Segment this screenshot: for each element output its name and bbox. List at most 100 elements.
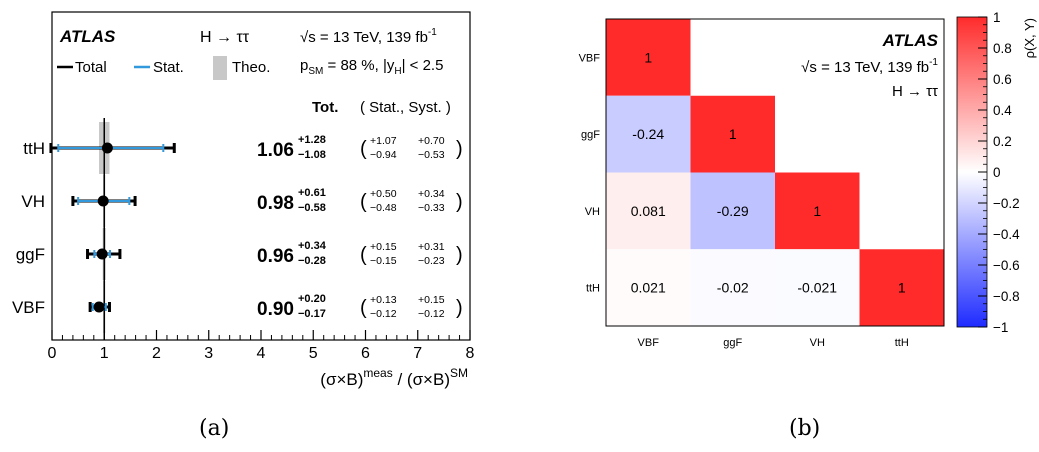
- tot-down-label: −0.28: [298, 255, 326, 267]
- chart-a: ATLAS H → ττ √s = 13 TeV, 139 fb-1 pSM =…: [12, 11, 475, 389]
- cell-value-label: 1: [898, 280, 906, 296]
- heatmap-cell: [606, 19, 691, 96]
- frame-b: [605, 18, 945, 327]
- heatmap-cell: [606, 95, 691, 173]
- legend-theo-box: [213, 56, 227, 80]
- value-label: 0.98: [257, 193, 294, 214]
- caption-a: (a): [199, 416, 230, 441]
- psm-label: pSM = 88 %, |yH| < 2.5: [300, 57, 443, 77]
- central-value-point: [101, 142, 113, 154]
- colorbar-tick-label: 0.6: [993, 72, 1012, 87]
- x-tick-label: 1: [100, 345, 109, 362]
- energy-label-a: √s = 13 TeV, 139 fb-1: [300, 27, 437, 46]
- stat-down-label: −0.12: [370, 308, 397, 320]
- header-tot: Tot.: [312, 99, 338, 116]
- x-tick-label: 7: [413, 345, 422, 362]
- stat-down-label: −0.15: [370, 255, 397, 267]
- colorbar-tick-label: 0: [993, 165, 1001, 180]
- value-label: 0.96: [257, 246, 294, 267]
- heatmap-cell: [690, 172, 775, 250]
- category-label: VBF: [12, 298, 45, 317]
- paren-close: ): [456, 297, 463, 319]
- cell-value-label: -0.02: [717, 280, 749, 296]
- central-value-point: [97, 195, 109, 207]
- cell-value-label: 1: [729, 126, 737, 142]
- x-axis-title-a: (σ×B)meas / (σ×B)SM: [320, 366, 468, 389]
- x-tick-label: 6: [361, 345, 370, 362]
- heatmap-cell: [859, 249, 944, 326]
- cell-value-label: 0.081: [631, 203, 666, 219]
- x-tick-label: 2: [152, 345, 161, 362]
- colorbar-tick-label: 1: [993, 10, 1001, 25]
- colorbar-tick-label: −0.8: [993, 289, 1020, 304]
- header-stat-syst: ( Stat., Syst. ): [360, 99, 451, 116]
- x-tick-label: 4: [257, 345, 266, 362]
- stat-up-label: +0.50: [370, 188, 397, 200]
- x-tick-label: 0: [48, 345, 57, 362]
- x-tick-label: 3: [204, 345, 213, 362]
- y-axis-label: ggF: [581, 129, 600, 141]
- tot-down-label: −1.08: [298, 149, 326, 161]
- tot-up-label: +0.61: [298, 187, 326, 199]
- chart-b: 1 -0.24 1 0.081 -0.29 1 0.021 -0.02 -0.021 1 VBF V…: [579, 10, 1037, 349]
- x-axis-label: ggF: [723, 337, 742, 349]
- category-label: ggF: [16, 245, 45, 264]
- atlas-label-b: ATLAS: [882, 31, 939, 50]
- central-value-point: [93, 301, 105, 313]
- caption-b: (b): [789, 416, 821, 441]
- energy-label-b: √s = 13 TeV, 139 fb-1: [801, 57, 938, 76]
- legend-stat-label: Stat.: [153, 59, 184, 76]
- legend-total-label: Total: [75, 59, 107, 76]
- paren-close: ): [456, 138, 463, 160]
- heatmap-cell: [606, 172, 691, 250]
- stat-down-label: −0.94: [370, 149, 397, 161]
- syst-up-label: +0.15: [418, 294, 445, 306]
- syst-up-label: +0.34: [418, 188, 445, 200]
- x-tick-label: 5: [309, 345, 318, 362]
- value-label: 0.90: [257, 299, 294, 320]
- legend-a: Total Stat. Theo.: [57, 56, 270, 80]
- colorbar-tick-label: 0.2: [993, 134, 1012, 149]
- heatmap-cell: [775, 172, 860, 250]
- stat-down-label: −0.48: [370, 202, 397, 214]
- stat-up-label: +0.15: [370, 241, 397, 253]
- x-axis-label: VH: [810, 337, 825, 349]
- cell-value-label: -0.021: [797, 280, 837, 296]
- syst-down-label: −0.12: [418, 308, 445, 320]
- colorbar-tick-label: −1: [993, 320, 1008, 335]
- process-label-b: H → ττ: [892, 83, 938, 100]
- colorbar-tick-label: −0.4: [993, 227, 1020, 242]
- cell-value-label: 1: [813, 203, 821, 219]
- heatmap-cell: [690, 249, 775, 326]
- tot-up-label: +0.34: [298, 240, 327, 252]
- paren-close: ): [456, 191, 463, 213]
- cell-value-label: -0.24: [632, 126, 664, 142]
- x-axis-label: ttH: [895, 337, 909, 349]
- x-axis-label: VBF: [638, 337, 660, 349]
- cell-value-label: 0.021: [631, 280, 666, 296]
- cell-value-label: -0.29: [717, 203, 749, 219]
- z-axis-title: ρ(X, Y): [1022, 18, 1037, 58]
- stat-up-label: +0.13: [370, 294, 397, 306]
- tot-down-label: −0.58: [298, 202, 326, 214]
- stat-up-label: +1.07: [370, 135, 397, 147]
- cell-value-label: 1: [644, 49, 652, 65]
- syst-down-label: −0.23: [418, 255, 445, 267]
- syst-up-label: +0.31: [418, 241, 445, 253]
- syst-up-label: +0.70: [418, 135, 445, 147]
- paren-close: ): [456, 244, 463, 266]
- y-axis-label: ttH: [586, 283, 600, 295]
- heatmap-cell: [690, 95, 775, 173]
- process-label-a: H → ττ: [200, 29, 250, 46]
- colorbar-tick-label: −0.6: [993, 258, 1020, 273]
- paren-open: (: [360, 297, 367, 319]
- category-label: ttH: [23, 139, 45, 158]
- y-axis-label: VH: [585, 206, 600, 218]
- heatmap-cell: [775, 249, 860, 326]
- x-tick-label: 8: [466, 345, 475, 362]
- colorbar-tick-label: −0.2: [993, 196, 1020, 211]
- tot-down-label: −0.17: [298, 308, 326, 320]
- central-value-point: [96, 248, 108, 260]
- tot-up-label: +1.28: [298, 134, 326, 146]
- legend-theo-label: Theo.: [232, 59, 270, 76]
